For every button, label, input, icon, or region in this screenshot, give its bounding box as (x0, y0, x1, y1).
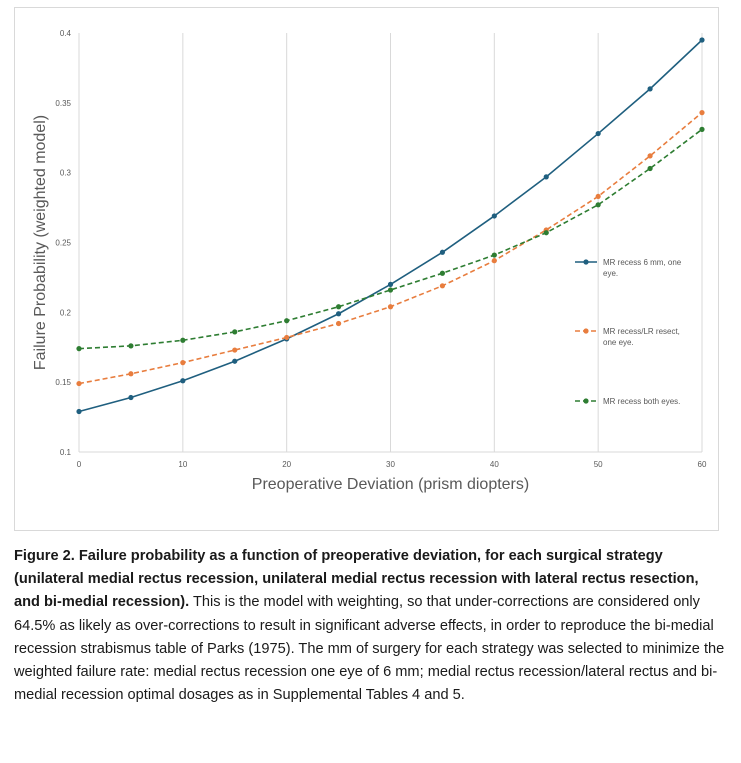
data-point (491, 213, 497, 219)
data-point (699, 126, 705, 132)
y-tick-label: 0.15 (55, 378, 71, 387)
data-point (491, 252, 497, 258)
data-point (335, 311, 342, 317)
x-tick-label: 50 (594, 460, 603, 469)
y-tick-label: 0.35 (55, 99, 71, 108)
legend-label-cont: eye. (603, 269, 618, 278)
figure-frame: 0 10 20 30 40 50 60 0.1 0.15 0.2 0.25 0.3 0.35 0.4 MR… (14, 7, 719, 531)
tick-labels: 0 10 20 30 40 50 60 0.1 0.15 0.2 0.25 0.3 0.35 0.4 (55, 29, 707, 469)
y-axis-title: Failure Probability (weighted model) (32, 115, 49, 370)
data-point (76, 408, 82, 415)
series-1 (76, 37, 705, 415)
series-lines (76, 37, 705, 415)
data-point (595, 130, 601, 137)
data-point (180, 360, 186, 366)
legend-label: MR recess both eyes. (603, 397, 680, 406)
data-point (387, 304, 394, 310)
data-point (699, 37, 705, 43)
data-point (543, 230, 549, 236)
data-point (76, 380, 82, 387)
figure-caption: Figure 2. Failure probability as a funct… (14, 545, 726, 707)
data-point (387, 287, 394, 293)
legend-swatch-marker (583, 259, 589, 265)
data-point (284, 318, 290, 324)
line-chart: 0 10 20 30 40 50 60 0.1 0.15 0.2 0.25 0.3 0.35 0.4 MR… (32, 29, 707, 493)
legend: MR recess 6 mm, one eye. MR recess/LR rese… (575, 258, 682, 406)
data-point (647, 86, 653, 92)
caption-body: This is the model with weighting, so tha… (14, 594, 725, 704)
y-tick-label: 0.4 (60, 29, 72, 38)
x-tick-label: 10 (178, 460, 187, 469)
data-point (595, 193, 601, 200)
data-point (284, 334, 290, 341)
x-axis-title: Preoperative Deviation (prism diopters) (252, 476, 529, 493)
data-point (335, 304, 342, 310)
data-point (491, 258, 497, 264)
data-point (647, 153, 653, 159)
data-point (647, 165, 653, 172)
x-tick-label: 30 (386, 460, 395, 469)
data-point (232, 347, 238, 353)
data-point (76, 346, 82, 352)
data-point (439, 270, 446, 276)
data-point (232, 358, 238, 364)
legend-swatch-marker (583, 398, 589, 404)
series-3 (76, 126, 705, 352)
legend-label-cont: one eye. (603, 338, 634, 347)
data-point (543, 174, 549, 180)
y-tick-label: 0.2 (60, 308, 72, 317)
series-2 (76, 110, 705, 387)
y-tick-label: 0.1 (60, 448, 72, 457)
legend-entry: MR recess/LR resect, one eye. (575, 327, 680, 347)
grid-lines (78, 33, 703, 453)
data-point (180, 337, 186, 343)
legend-swatch-marker (583, 328, 589, 334)
x-tick-label: 40 (490, 460, 499, 469)
data-point (335, 320, 342, 327)
data-point (128, 371, 134, 377)
data-point (128, 343, 134, 349)
data-point (439, 249, 446, 255)
data-point (180, 378, 186, 384)
data-point (232, 329, 238, 335)
data-point (595, 202, 601, 208)
y-tick-label: 0.25 (55, 239, 71, 248)
data-point (439, 283, 446, 289)
legend-entry: MR recess 6 mm, one eye. (575, 258, 682, 278)
data-point (128, 394, 134, 401)
caption-title: Figure 2. Failure probability as a funct… (14, 548, 699, 611)
legend-label: MR recess 6 mm, one (603, 258, 682, 267)
x-tick-label: 0 (77, 460, 82, 469)
y-tick-label: 0.3 (60, 169, 72, 178)
data-point (387, 281, 394, 287)
x-tick-label: 20 (282, 460, 291, 469)
legend-entry: MR recess both eyes. (575, 397, 680, 406)
legend-label: MR recess/LR resect, (603, 327, 680, 336)
x-tick-label: 60 (698, 460, 707, 469)
data-point (699, 110, 705, 116)
